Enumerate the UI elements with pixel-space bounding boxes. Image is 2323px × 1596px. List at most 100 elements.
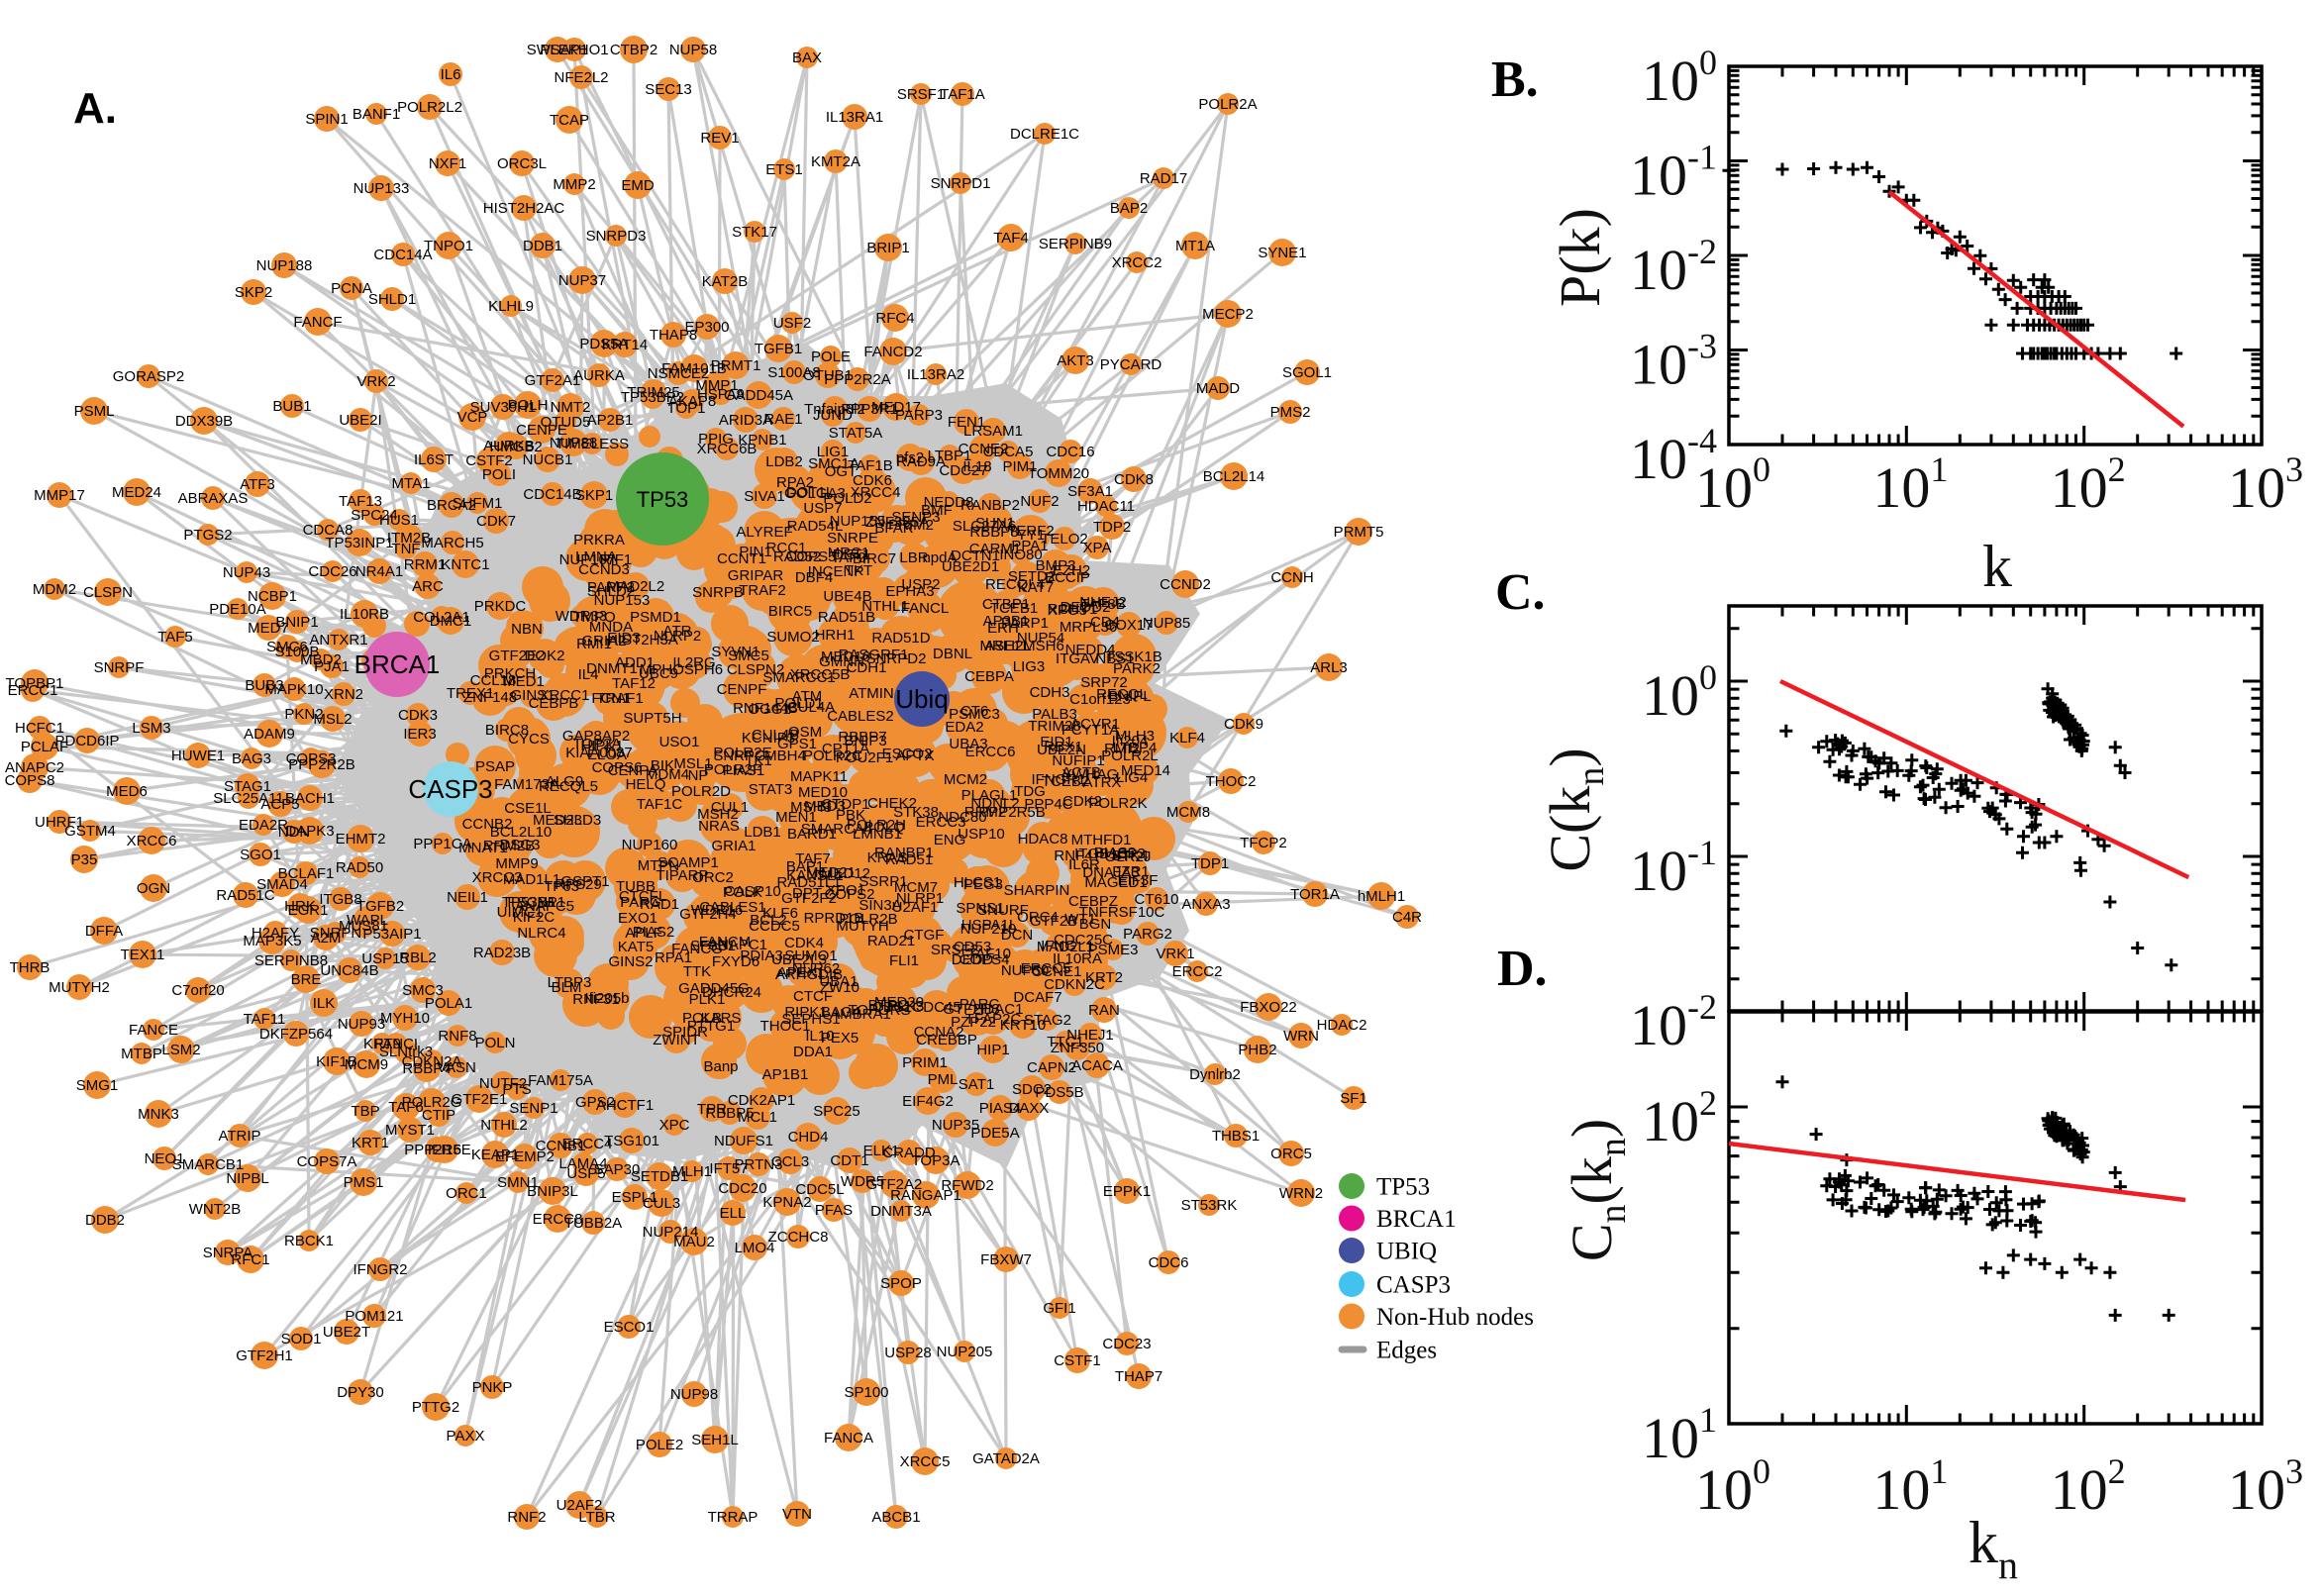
svg-text:hMLH1: hMLH1 [1358,888,1405,905]
svg-text:NLRP1: NLRP1 [896,890,944,907]
svg-text:CDK6: CDK6 [853,472,892,489]
svg-text:NBN: NBN [511,621,543,638]
svg-text:CPT1A: CPT1A [822,741,869,757]
svg-text:ABRAXAS: ABRAXAS [178,490,249,507]
svg-text:FANCL: FANCL [901,600,949,617]
svg-text:SPIN1: SPIN1 [305,111,348,128]
svg-text:PBK: PBK [836,807,865,824]
svg-text:TTC1: TTC1 [1047,1034,1084,1050]
svg-text:ALG9: ALG9 [546,773,583,790]
svg-text:TOP3A: TOP3A [912,1152,960,1169]
svg-text:YWHAG: YWHAG [1062,766,1119,783]
svg-text:CEBPA: CEBPA [964,668,1014,685]
svg-text:HELQ: HELQ [626,776,666,793]
svg-text:CDC14B: CDC14B [523,486,581,503]
svg-text:VTN: VTN [782,1506,812,1523]
svg-text:EID1: EID1 [1040,734,1072,750]
svg-text:USP5: USP5 [566,1165,605,1182]
svg-text:TAF13: TAF13 [339,493,382,510]
svg-text:CDCA8: CDCA8 [303,522,354,539]
svg-text:DAPK3: DAPK3 [285,823,334,840]
svg-text:CCDC5: CCDC5 [749,918,800,935]
svg-text:TP63: TP63 [544,878,579,895]
svg-text:SP100: SP100 [844,1384,888,1401]
svg-text:SGOL1: SGOL1 [1282,364,1332,381]
svg-text:AKAP8: AKAP8 [668,393,716,410]
svg-text:TRIM28: TRIM28 [1028,718,1080,735]
svg-text:DCTN1: DCTN1 [951,548,1000,564]
svg-text:ANAPC2: ANAPC2 [5,759,64,776]
svg-text:IFNGR1: IFNGR1 [1031,771,1085,788]
svg-text:DBNL: DBNL [933,646,972,662]
svg-text:SHLD1: SHLD1 [368,291,416,308]
svg-text:NDUFS1: NDUFS1 [714,1133,773,1149]
svg-text:EIF3F: EIF3F [1118,872,1159,889]
svg-text:PPP1CA: PPP1CA [413,836,471,852]
svg-text:CLSPN: CLSPN [83,584,133,601]
svg-text:THAP8: THAP8 [650,327,697,344]
svg-text:TMPO: TMPO [572,609,615,626]
svg-text:SSRP1: SSRP1 [858,873,907,890]
svg-text:XRCC2: XRCC2 [1112,254,1162,271]
svg-text:MAPK11: MAPK11 [790,768,848,785]
svg-text:PSMD1: PSMD1 [630,609,681,626]
svg-text:PARP2: PARP2 [587,579,635,596]
svg-text:CTGF: CTGF [904,927,945,944]
svg-text:SMC5: SMC5 [728,648,769,664]
svg-text:NBS1: NBS1 [1095,650,1134,667]
svg-text:NUP153: NUP153 [594,592,651,609]
svg-text:CDH3: CDH3 [1030,684,1070,701]
svg-text:MED16: MED16 [821,648,870,665]
svg-text:ERCC3: ERCC3 [916,814,966,831]
svg-text:TDG: TDG [1014,783,1046,800]
svg-text:SHLD2: SHLD2 [587,583,635,600]
svg-text:CASP3: CASP3 [1376,1272,1451,1299]
svg-text:ZNF148: ZNF148 [463,689,517,706]
svg-text:LIG3: LIG3 [1013,658,1046,675]
svg-text:CUL4A: CUL4A [787,699,835,716]
svg-text:CDK8: CDK8 [1114,471,1154,488]
svg-text:CASP10: CASP10 [724,883,781,900]
svg-text:U2AF1: U2AF1 [892,899,939,916]
svg-text:WNT2B: WNT2B [189,1201,242,1218]
svg-text:EFEMP2: EFEMP2 [495,1148,555,1165]
svg-text:POLR2C: POLR2C [803,748,862,764]
svg-text:UIMC1: UIMC1 [497,904,544,921]
svg-text:LDB1: LDB1 [744,824,781,841]
svg-text:BCL2: BCL2 [750,912,787,929]
svg-text:POLB: POLB [682,1010,722,1027]
svg-text:UBE2L3: UBE2L3 [771,951,827,968]
svg-text:EDA2R: EDA2R [239,817,288,834]
svg-text:ORC1: ORC1 [446,1185,487,1202]
svg-text:PARK2: PARK2 [1113,660,1161,677]
svg-text:KLF6: KLF6 [762,905,798,922]
svg-text:BRCA1: BRCA1 [354,649,441,679]
svg-text:TBP: TBP [351,1103,379,1120]
svg-text:BCL2L10: BCL2L10 [490,824,553,841]
svg-text:ACP5: ACP5 [260,796,299,813]
svg-text:COPS7A: COPS7A [297,1153,357,1170]
svg-text:KNTC1: KNTC1 [441,556,489,573]
svg-text:PARG2: PARG2 [1123,926,1172,943]
svg-text:CD4: CD4 [1090,614,1120,631]
svg-text:BAG3: BAG3 [232,750,271,767]
svg-text:NUP155: NUP155 [830,513,886,530]
svg-text:FSCN1: FSCN1 [507,894,556,911]
svg-text:XRCC4: XRCC4 [851,484,901,501]
svg-text:ELL: ELL [720,1205,747,1222]
svg-text:KRT1: KRT1 [352,1135,389,1151]
svg-text:FCN1: FCN1 [591,690,630,707]
svg-text:NUF2: NUF2 [1020,493,1059,510]
svg-text:SENP1: SENP1 [509,1100,557,1117]
svg-text:COPS5: COPS5 [786,549,837,565]
svg-text:HSPA1L: HSPA1L [961,917,1017,934]
svg-text:VRK2: VRK2 [356,373,395,390]
svg-text:WRN: WRN [1283,1028,1319,1045]
svg-text:POLR2B: POLR2B [839,911,897,928]
svg-text:PDIA3: PDIA3 [740,948,782,964]
svg-text:DET1: DET1 [833,547,870,563]
svg-text:USP10: USP10 [958,826,1005,843]
svg-text:MCM2: MCM2 [944,771,987,788]
svg-text:RRM2B: RRM2B [483,838,536,854]
svg-text:ETS1: ETS1 [765,161,803,178]
